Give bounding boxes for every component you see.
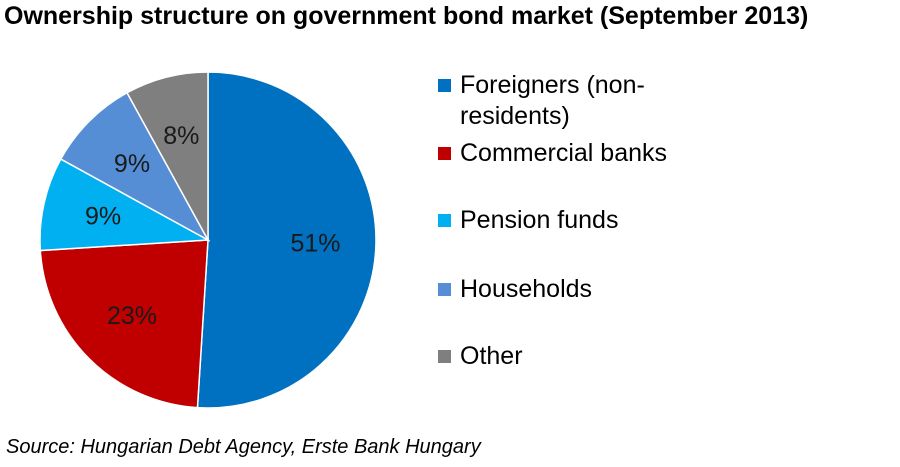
slice-label-pension-funds: 9%: [85, 203, 121, 231]
legend-item-households: Households: [438, 274, 678, 305]
legend-swatch-pension-funds: [438, 214, 451, 227]
chart-title: Ownership structure on government bond m…: [4, 2, 809, 30]
pie-slices: [39, 71, 377, 409]
pie-slice-commercial-banks: [39, 239, 209, 409]
slice-label-households: 9%: [114, 150, 150, 178]
pie-slice-pension-funds: [39, 158, 211, 252]
legend-item-commercial-banks: Commercial banks: [438, 138, 678, 169]
legend-swatch-other: [438, 350, 451, 363]
legend-label-households: Households: [460, 275, 593, 303]
pie-slice-foreigners-non-residents: [196, 71, 377, 409]
legend-label-pension-funds: Pension funds: [460, 206, 619, 234]
legend-swatch-commercial-banks: [438, 147, 451, 160]
pie-slice-other: [126, 71, 209, 241]
legend-label-other: Other: [460, 342, 523, 370]
legend-swatch-foreigners: [438, 79, 451, 92]
pie-slice-labels: 51% 23% 9% 9% 8%: [85, 122, 340, 330]
slice-label-foreigners-non-residents: 51%: [290, 229, 340, 257]
legend-label-commercial-banks: Commercial banks: [460, 139, 668, 167]
pie-slice-households: [59, 91, 210, 242]
legend-item-foreigners: Foreigners (non-residents): [438, 70, 678, 132]
legend-swatch-households: [438, 283, 451, 296]
slice-label-commercial-banks: 23%: [107, 302, 157, 330]
source-note: Source: Hungarian Debt Agency, Erste Ban…: [6, 436, 481, 458]
legend-item-pension-funds: Pension funds: [438, 205, 678, 236]
slice-label-other: 8%: [163, 122, 199, 150]
legend-item-other: Other: [438, 341, 678, 372]
legend-label-foreigners: Foreigners (non-residents): [460, 71, 645, 130]
